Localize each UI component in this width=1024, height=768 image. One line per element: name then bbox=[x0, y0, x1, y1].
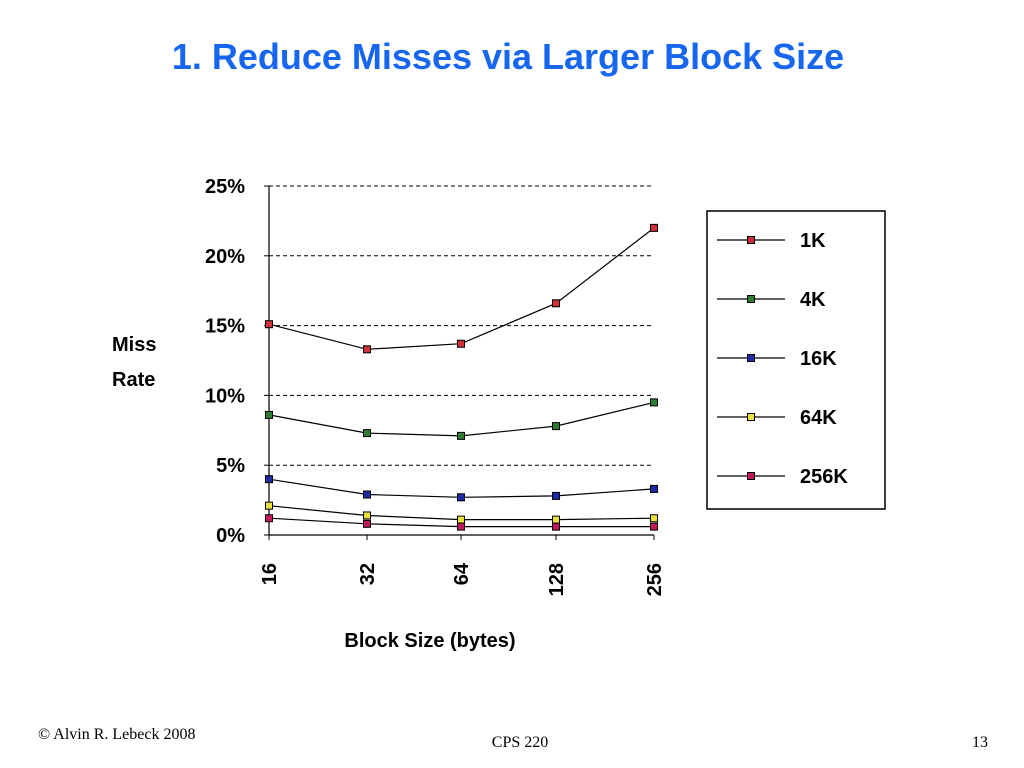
legend: 1K 4K 16K 64K 256K bbox=[706, 210, 886, 510]
marker-256K bbox=[650, 522, 658, 531]
legend-label: 16K bbox=[800, 348, 837, 370]
x-tick-labels: 16 32 64 128 256 bbox=[259, 562, 666, 596]
legend-item-4K: 4K bbox=[717, 289, 826, 311]
x-tick-label: 16 bbox=[259, 563, 281, 585]
y-axis-title-line-2: Rate bbox=[112, 369, 155, 391]
axes bbox=[264, 185, 655, 540]
grid-lines bbox=[269, 185, 654, 466]
y-tick-label: 10% bbox=[205, 385, 245, 407]
x-tick-label: 64 bbox=[451, 562, 473, 585]
marker-64K bbox=[552, 515, 560, 524]
marker-256K bbox=[363, 519, 371, 528]
legend-label: 4K bbox=[800, 289, 826, 311]
legend-label: 64K bbox=[800, 407, 837, 429]
marker-4K bbox=[650, 398, 658, 407]
marker-1K bbox=[363, 345, 371, 354]
y-tick-label: 5% bbox=[216, 455, 245, 477]
legend-marker bbox=[747, 295, 755, 303]
series-markers bbox=[265, 223, 658, 531]
marker-16K bbox=[265, 475, 273, 484]
y-tick-label: 0% bbox=[216, 525, 245, 547]
marker-16K bbox=[363, 490, 371, 499]
marker-64K bbox=[265, 501, 273, 510]
footer-copyright: © Alvin R. Lebeck 2008 bbox=[38, 726, 196, 743]
y-tick-labels: 0% 5% 10% 15% 20% 25% bbox=[205, 176, 245, 547]
marker-64K bbox=[650, 514, 658, 523]
marker-1K bbox=[552, 299, 560, 308]
y-tick-label: 20% bbox=[205, 246, 245, 268]
miss-rate-chart: 0%5%10%15%20%25% 16 32 64 128 256 Miss Rate … bbox=[112, 176, 886, 652]
footer-course: CPS 220 bbox=[491, 734, 549, 751]
legend-item-64K: 64K bbox=[717, 407, 837, 429]
legend-marker bbox=[747, 472, 755, 480]
x-tick-label: 32 bbox=[357, 563, 379, 585]
marker-1K bbox=[650, 223, 658, 232]
legend-label: 256K bbox=[800, 466, 848, 488]
series-line-4K bbox=[268, 401, 655, 437]
marker-4K bbox=[363, 429, 371, 438]
legend-item-1K: 1K bbox=[717, 230, 826, 252]
legend-marker bbox=[747, 354, 755, 362]
marker-4K bbox=[265, 410, 273, 419]
y-tick-label: 15% bbox=[205, 316, 245, 338]
footer-page-number: 13 bbox=[972, 734, 988, 751]
marker-256K bbox=[265, 514, 273, 523]
slide-title: 1. Reduce Misses via Larger Block Size bbox=[171, 36, 845, 77]
legend-box bbox=[706, 210, 886, 510]
legend-item-16K: 16K bbox=[717, 348, 837, 370]
series-lines bbox=[268, 227, 655, 528]
marker-256K bbox=[552, 522, 560, 531]
marker-4K bbox=[457, 431, 465, 440]
legend-label: 1K bbox=[800, 230, 826, 252]
marker-1K bbox=[265, 320, 273, 329]
legend-marker bbox=[747, 236, 755, 244]
x-axis-title: Block Size (bytes) bbox=[344, 630, 515, 652]
x-tick-label: 256 bbox=[644, 563, 666, 596]
legend-item-256K: 256K bbox=[717, 466, 848, 488]
marker-1K bbox=[457, 339, 465, 348]
marker-4K bbox=[552, 422, 560, 431]
series-line-1K bbox=[268, 227, 655, 350]
marker-64K bbox=[363, 511, 371, 520]
x-tick-label: 128 bbox=[546, 563, 568, 596]
marker-16K bbox=[552, 491, 560, 500]
marker-16K bbox=[457, 493, 465, 502]
legend-marker bbox=[747, 413, 755, 421]
y-axis-title-line-1: Miss bbox=[112, 334, 156, 356]
marker-64K bbox=[457, 515, 465, 524]
marker-256K bbox=[457, 522, 465, 531]
y-tick-label: 25% bbox=[205, 176, 245, 198]
marker-16K bbox=[650, 484, 658, 493]
